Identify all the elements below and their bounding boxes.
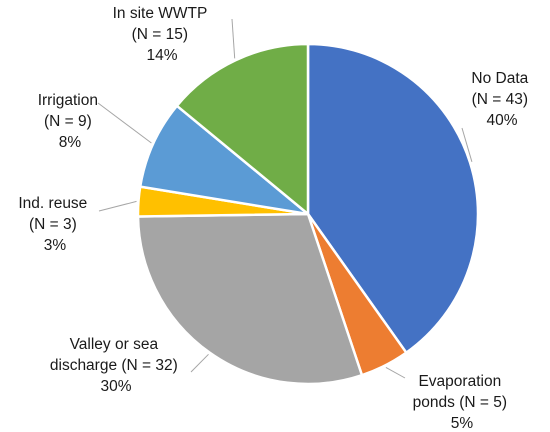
label-irrigation-pct: 8% xyxy=(59,134,82,151)
leader-no-data xyxy=(461,127,473,162)
leader-valley-discharge xyxy=(190,353,209,373)
label-in-site-wwtp: In site WWTP (N = 15) 14% xyxy=(113,5,212,64)
leader-lines xyxy=(97,18,473,379)
label-ind-reuse-name: Ind. reuse xyxy=(18,195,87,212)
label-wwtp-name: In site WWTP xyxy=(113,5,207,22)
label-wwtp-pct: 14% xyxy=(146,47,177,64)
label-valley-pct: 30% xyxy=(100,378,131,395)
label-ind-reuse-pct: 3% xyxy=(44,237,67,254)
label-valley-name: Valley or sea xyxy=(70,336,159,353)
leader-evaporation-ponds xyxy=(385,366,406,379)
label-evaporation-n: ponds (N = 5) xyxy=(413,394,507,411)
pie-slices xyxy=(136,42,480,386)
leader-irrigation xyxy=(97,102,152,144)
slice-irrigation xyxy=(138,104,310,216)
slice-no-data xyxy=(306,42,480,354)
label-evaporation-pct: 5% xyxy=(451,415,474,432)
slice-in-site-wwtp xyxy=(175,42,310,216)
label-valley-n: discharge (N = 32) xyxy=(50,357,178,374)
label-wwtp-n: (N = 15) xyxy=(132,26,188,43)
label-ind-reuse: Ind. reuse (N = 3) 3% xyxy=(18,195,91,254)
leader-in-site-wwtp xyxy=(231,18,236,59)
label-ind-reuse-n: (N = 3) xyxy=(29,216,77,233)
slice-valley-discharge xyxy=(136,212,364,386)
label-evaporation-ponds: Evaporation ponds (N = 5) 5% xyxy=(413,373,512,432)
label-evaporation-name: Evaporation xyxy=(418,373,501,390)
label-valley-discharge: Valley or sea discharge (N = 32) 30% xyxy=(50,336,182,395)
label-irrigation-name: Irrigation xyxy=(38,92,98,109)
label-no-data-pct: 40% xyxy=(486,112,517,129)
leader-ind-reuse xyxy=(98,200,137,212)
label-irrigation: Irrigation (N = 9) 8% xyxy=(38,92,103,151)
label-no-data-n: (N = 43) xyxy=(472,91,528,108)
label-no-data-name: No Data xyxy=(471,70,528,87)
label-irrigation-n: (N = 9) xyxy=(44,113,92,130)
label-no-data: No Data (N = 43) 40% xyxy=(471,70,532,129)
